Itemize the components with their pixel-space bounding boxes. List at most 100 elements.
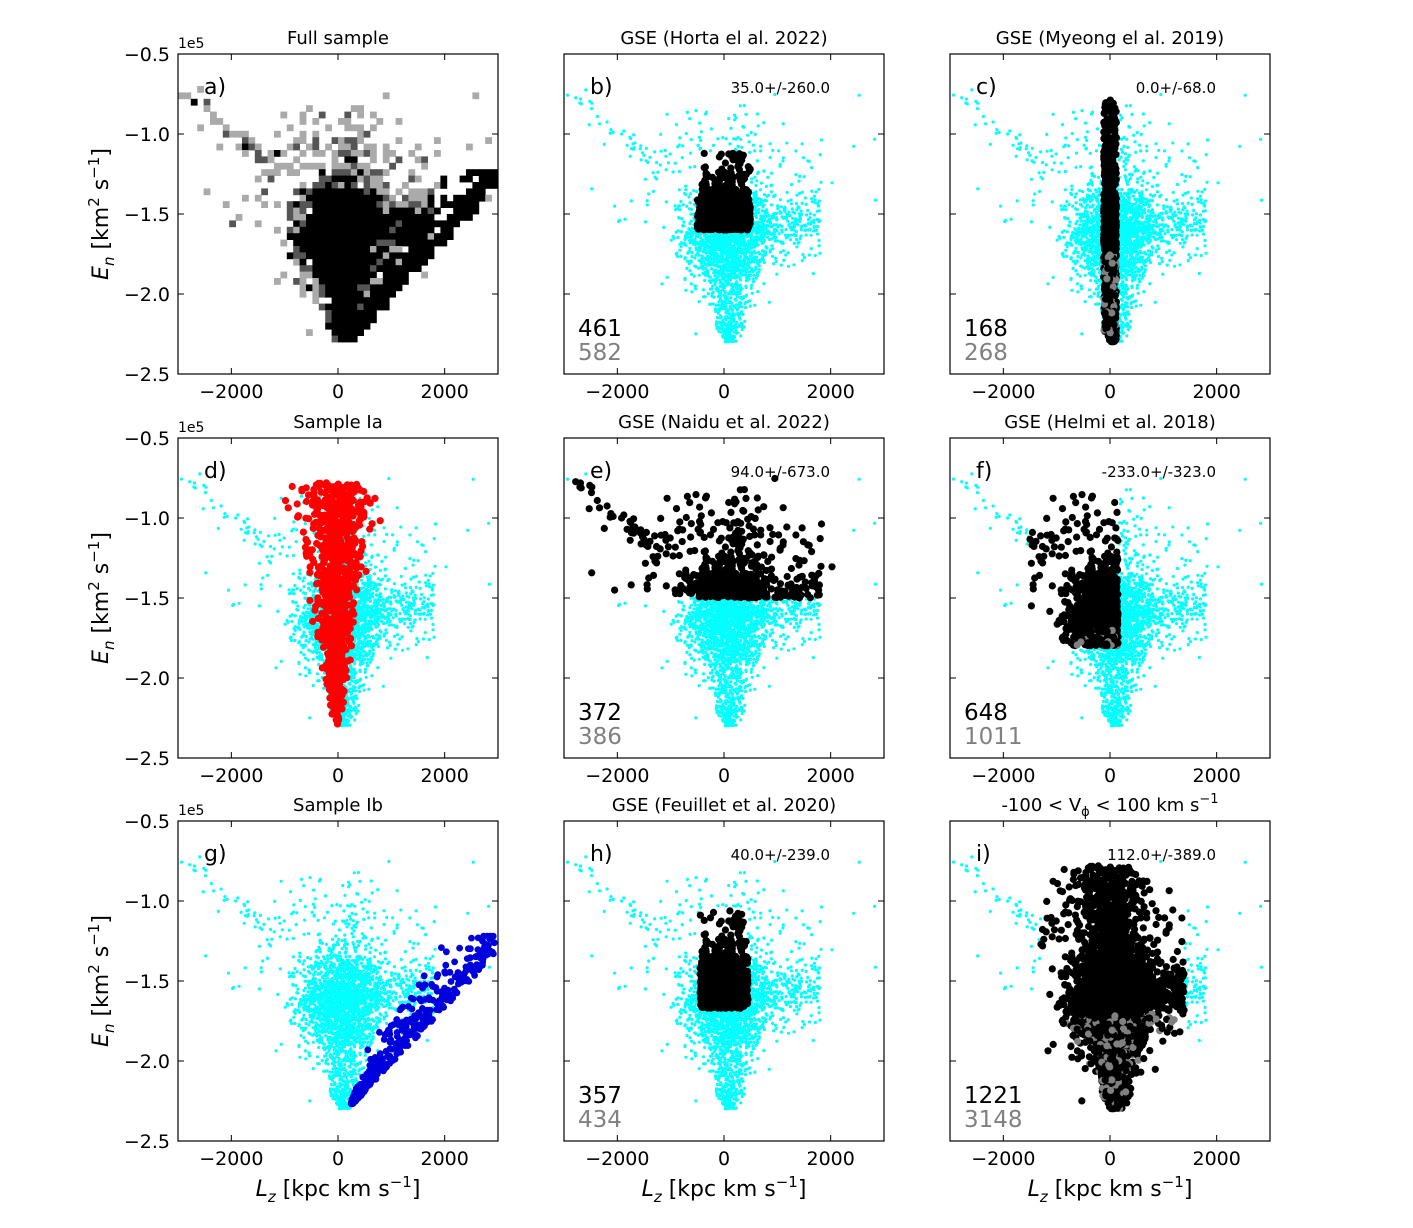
- heatmap-cell: [338, 188, 345, 196]
- heatmap-cell: [331, 156, 339, 164]
- background-point: [769, 190, 774, 194]
- background-point: [752, 260, 756, 264]
- heatmap-cell: [331, 233, 339, 240]
- background-point: [742, 246, 746, 250]
- heatmap-cell: [357, 169, 364, 176]
- selected-point: [722, 223, 730, 231]
- background-point: [750, 291, 754, 295]
- background-point: [1073, 195, 1077, 199]
- heatmap-cell: [338, 137, 345, 144]
- heatmap-cell: [363, 303, 371, 311]
- background-point: [684, 188, 688, 192]
- heatmap-cell: [338, 214, 345, 221]
- heatmap-cell: [306, 239, 313, 247]
- background-point: [749, 273, 753, 277]
- background-point: [750, 177, 754, 181]
- heatmap-cell: [274, 169, 281, 176]
- heatmap-cell: [376, 194, 384, 202]
- selected-point: [727, 164, 735, 172]
- heatmap-cell: [370, 150, 377, 157]
- heatmap-cell: [222, 201, 230, 208]
- background-point: [760, 219, 764, 224]
- background-point: [574, 96, 578, 100]
- background-point: [735, 325, 739, 329]
- background-point: [1140, 276, 1144, 280]
- heatmap-cell: [299, 226, 307, 234]
- background-point: [625, 143, 629, 147]
- background-point: [771, 247, 775, 251]
- heatmap-cell: [421, 194, 428, 202]
- background-point: [784, 253, 788, 257]
- heatmap-cell: [344, 329, 352, 336]
- heatmap-cell: [414, 220, 422, 228]
- heatmap-cell: [357, 220, 364, 228]
- heatmap-cell: [344, 156, 352, 164]
- background-point: [762, 193, 767, 197]
- heatmap-cell: [293, 220, 300, 228]
- heatmap-cell: [357, 284, 364, 292]
- background-point: [800, 201, 804, 205]
- background-point: [710, 267, 714, 271]
- heatmap-cell: [325, 290, 332, 298]
- background-point: [678, 136, 682, 140]
- background-point: [720, 299, 724, 303]
- heatmap-cell: [299, 290, 307, 298]
- selected-point: [727, 182, 736, 190]
- selected-point: [722, 213, 730, 222]
- heatmap-cell: [363, 310, 371, 317]
- y-label-unit: s: [89, 179, 114, 197]
- background-point: [644, 159, 648, 163]
- selected-point: [708, 173, 717, 181]
- heatmap-cell: [318, 246, 326, 253]
- heatmap-cell: [440, 175, 448, 183]
- background-point: [711, 284, 715, 288]
- background-point: [664, 200, 668, 204]
- x-tick-label: 0: [718, 381, 730, 403]
- background-point: [717, 329, 721, 333]
- background-point: [778, 198, 783, 202]
- heatmap-cell: [344, 137, 352, 144]
- heatmap-cell: [350, 194, 358, 202]
- heatmap-cell: [293, 214, 300, 221]
- heatmap-cell: [331, 214, 339, 221]
- heatmap-cell: [408, 201, 416, 208]
- background-point: [653, 150, 657, 154]
- background-point: [685, 259, 690, 263]
- background-point: [703, 262, 708, 266]
- heatmap-cell: [254, 156, 262, 164]
- background-point: [710, 257, 714, 261]
- background-point: [786, 199, 790, 203]
- heatmap-cell: [312, 214, 320, 221]
- background-point: [802, 223, 807, 227]
- background-point: [794, 201, 799, 206]
- heatmap-cell: [331, 290, 339, 298]
- background-point: [659, 132, 663, 136]
- background-point: [659, 149, 663, 153]
- background-point: [761, 215, 766, 219]
- heatmap-cell: [216, 143, 224, 151]
- heatmap-cell: [357, 137, 364, 144]
- background-point: [794, 217, 799, 221]
- heatmap-cell: [299, 239, 307, 247]
- heatmap-cell: [389, 239, 396, 247]
- heatmap-cell: [222, 130, 230, 138]
- background-point: [1095, 190, 1099, 194]
- heatmap-cell: [389, 278, 396, 285]
- heatmap-cell: [242, 143, 249, 151]
- heatmap-cell: [427, 246, 435, 253]
- heatmap-cell: [350, 335, 358, 343]
- heatmap-cell: [344, 265, 352, 272]
- background-point: [613, 204, 617, 208]
- heatmap-cell: [306, 214, 313, 221]
- background-point: [754, 257, 758, 261]
- background-point: [735, 259, 739, 263]
- background-point: [819, 180, 823, 184]
- heatmap-cell: [318, 226, 326, 234]
- heatmap-cell: [312, 143, 320, 151]
- heatmap-cell: [370, 284, 377, 292]
- heatmap-cell: [357, 226, 364, 234]
- background-point: [703, 232, 707, 236]
- background-point: [787, 223, 791, 228]
- heatmap-cell: [325, 220, 332, 228]
